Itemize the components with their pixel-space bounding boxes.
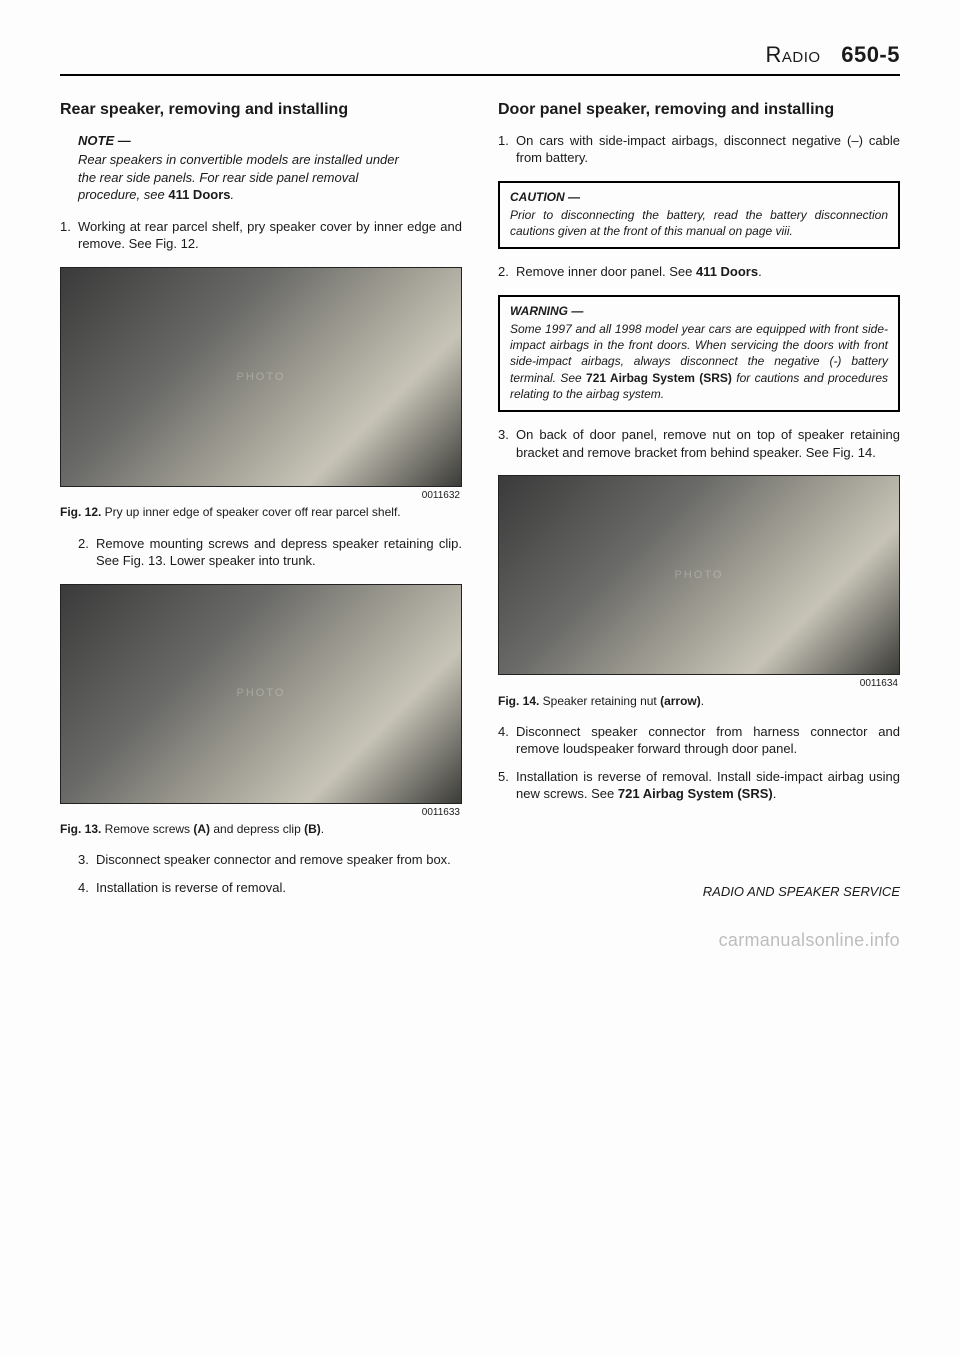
left-steps-2: 2. Remove mounting screws and depress sp… xyxy=(78,535,462,570)
figure-14-code: 0011634 xyxy=(498,677,898,691)
step5-bold: 721 Airbag System (SRS) xyxy=(618,786,773,801)
note-body-post: . xyxy=(231,187,235,202)
page-code: 650-5 xyxy=(841,42,900,67)
right-heading: Door panel speaker, removing and install… xyxy=(498,100,900,120)
step-number: 3. xyxy=(498,426,516,461)
right-column: Door panel speaker, removing and install… xyxy=(498,100,900,911)
left-step-1: 1. Working at rear parcel shelf, pry spe… xyxy=(60,218,462,253)
right-steps-3: 3. On back of door panel, remove nut on … xyxy=(498,426,900,461)
left-steps-3: 3. Disconnect speaker connector and remo… xyxy=(78,851,462,896)
section-footer: RADIO AND SPEAKER SERVICE xyxy=(498,883,900,901)
step-text: Installation is reverse of removal. xyxy=(96,879,462,897)
figure-13-image: PHOTO xyxy=(60,584,462,804)
note-body-pre: Rear speakers in convertible models are … xyxy=(78,152,399,202)
step-text: Remove mounting screws and depress speak… xyxy=(96,535,462,570)
left-step-4: 4. Installation is reverse of removal. xyxy=(78,879,462,897)
right-step-2: 2. Remove inner door panel. See 411 Door… xyxy=(498,263,900,281)
step-text: Working at rear parcel shelf, pry speake… xyxy=(78,218,462,253)
right-step-3: 3. On back of door panel, remove nut on … xyxy=(498,426,900,461)
left-steps-1: 1. Working at rear parcel shelf, pry spe… xyxy=(60,218,462,253)
step-text: On back of door panel, remove nut on top… xyxy=(516,426,900,461)
step-number: 4. xyxy=(498,723,516,758)
right-step-1: 1. On cars with side-impact airbags, dis… xyxy=(498,132,900,167)
step-number: 1. xyxy=(498,132,516,167)
right-step-4: 4. Disconnect speaker connector from har… xyxy=(498,723,900,758)
fig14-post: . xyxy=(701,694,704,708)
step-text: Installation is reverse of removal. Inst… xyxy=(516,768,900,803)
step-number: 5. xyxy=(498,768,516,803)
figure-14-caption: Fig. 14. Speaker retaining nut (arrow). xyxy=(498,693,900,709)
content-columns: Rear speaker, removing and installing NO… xyxy=(60,100,900,911)
step2-bold: 411 Doors xyxy=(696,264,758,279)
figure-12-caption: Fig. 12. Pry up inner edge of speaker co… xyxy=(60,504,462,520)
left-heading: Rear speaker, removing and installing xyxy=(60,100,462,120)
fig12-label: Fig. 12. xyxy=(60,505,101,519)
warning-box: WARNING — Some 1997 and all 1998 model y… xyxy=(498,295,900,412)
warning-head: WARNING — xyxy=(510,303,888,319)
fig13-pre: Remove screws xyxy=(101,822,193,836)
step-number: 2. xyxy=(498,263,516,281)
left-step-2: 2. Remove mounting screws and depress sp… xyxy=(78,535,462,570)
fig13-mid: and depress clip xyxy=(210,822,304,836)
step-number: 4. xyxy=(78,879,96,897)
left-step-3: 3. Disconnect speaker connector and remo… xyxy=(78,851,462,869)
right-steps-2: 2. Remove inner door panel. See 411 Door… xyxy=(498,263,900,281)
right-steps-1: 1. On cars with side-impact airbags, dis… xyxy=(498,132,900,167)
fig13-B: (B) xyxy=(304,822,321,836)
fig13-post: . xyxy=(321,822,324,836)
fig14-pre: Speaker retaining nut xyxy=(539,694,660,708)
step-text: Remove inner door panel. See 411 Doors. xyxy=(516,263,900,281)
fig12-text: Pry up inner edge of speaker cover off r… xyxy=(101,505,400,519)
step-text: On cars with side-impact airbags, discon… xyxy=(516,132,900,167)
fig14-label: Fig. 14. xyxy=(498,694,539,708)
figure-13-code: 0011633 xyxy=(60,806,460,820)
fig13-A: (A) xyxy=(193,822,210,836)
page-header: Radio 650-5 xyxy=(60,40,900,76)
right-step-5: 5. Installation is reverse of removal. I… xyxy=(498,768,900,803)
figure-13-caption: Fig. 13. Remove screws (A) and depress c… xyxy=(60,821,462,837)
step-text: Disconnect speaker connector from harnes… xyxy=(516,723,900,758)
left-column: Rear speaker, removing and installing NO… xyxy=(60,100,462,911)
note-block: NOTE — Rear speakers in convertible mode… xyxy=(78,132,408,204)
caution-body: Prior to disconnecting the battery, read… xyxy=(510,207,888,239)
note-head: NOTE — xyxy=(78,132,408,150)
step5-post: . xyxy=(773,786,777,801)
step2-pre: Remove inner door panel. See xyxy=(516,264,696,279)
caution-head: CAUTION — xyxy=(510,189,888,205)
step-number: 2. xyxy=(78,535,96,570)
step-number: 3. xyxy=(78,851,96,869)
step-text: Disconnect speaker connector and remove … xyxy=(96,851,462,869)
figure-12-image: PHOTO xyxy=(60,267,462,487)
watermark: carmanualsonline.info xyxy=(719,928,900,952)
step-number: 1. xyxy=(60,218,78,253)
fig13-label: Fig. 13. xyxy=(60,822,101,836)
warning-bold: 721 Airbag System (SRS) xyxy=(586,371,732,385)
section-name: Radio xyxy=(766,42,821,67)
step2-post: . xyxy=(758,264,762,279)
caution-box: CAUTION — Prior to disconnecting the bat… xyxy=(498,181,900,250)
figure-14-image: PHOTO xyxy=(498,475,900,675)
right-steps-4: 4. Disconnect speaker connector from har… xyxy=(498,723,900,803)
note-body: Rear speakers in convertible models are … xyxy=(78,151,408,204)
note-body-bold: 411 Doors xyxy=(168,187,230,202)
warning-body: Some 1997 and all 1998 model year cars a… xyxy=(510,321,888,402)
figure-12-code: 0011632 xyxy=(60,489,460,503)
fig14-bold: (arrow) xyxy=(660,694,701,708)
